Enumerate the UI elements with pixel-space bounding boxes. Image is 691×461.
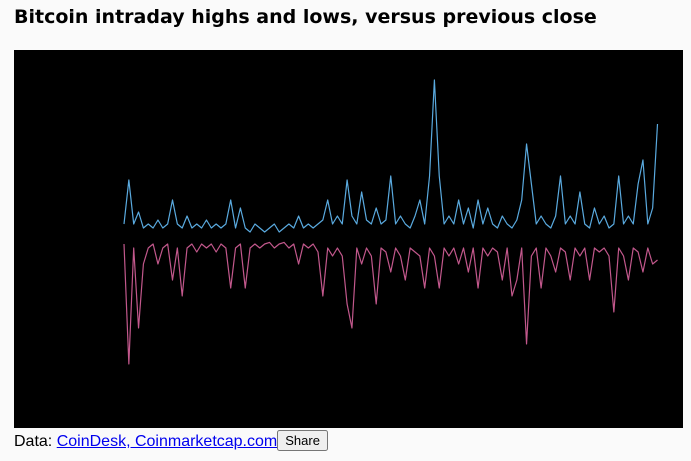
source-link[interactable]: CoinDesk, Coinmarketcap.com xyxy=(56,433,278,450)
plot-background xyxy=(14,50,683,428)
chart xyxy=(14,50,683,428)
series-line xyxy=(123,79,659,233)
series-line xyxy=(123,241,658,365)
footer: Data: CoinDesk, Coinmarketcap.com Share xyxy=(14,430,328,451)
footer-label: Data: xyxy=(14,433,53,450)
share-button[interactable]: Share xyxy=(277,430,328,451)
chart-title: Bitcoin intraday highs and lows, versus … xyxy=(14,6,597,28)
